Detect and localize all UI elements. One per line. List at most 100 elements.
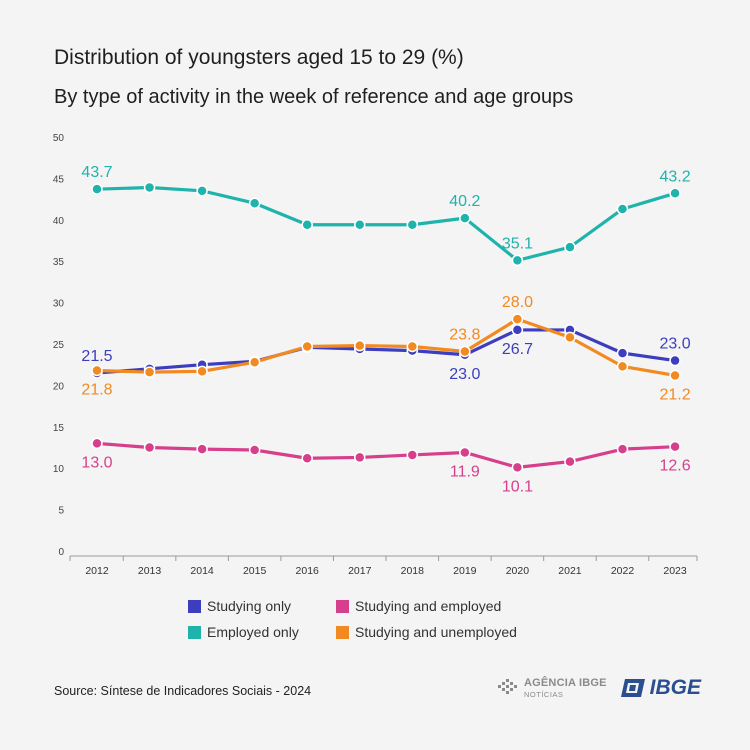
data-point-studying-and-unemployed xyxy=(248,356,261,368)
y-tick-label: 20 xyxy=(53,381,65,392)
legend-item-studying-and-employed: Studying and employed xyxy=(336,598,501,614)
data-point-studying-and-employed xyxy=(248,444,261,456)
data-point-studying-and-employed xyxy=(143,441,156,454)
agencia-subtitle: NOTÍCIAS xyxy=(524,689,564,699)
agencia-ibge-logo: AGÊNCIA IBGE NOTÍCIAS xyxy=(498,676,607,699)
legend-label: Studying and employed xyxy=(355,598,502,614)
legend-item-studying-and-unemployed: Studying and unemployed xyxy=(336,624,517,640)
data-point-studying-and-unemployed xyxy=(196,365,208,378)
y-tick-label: 15 xyxy=(53,423,65,434)
chart-title: Distribution of youngsters aged 15 to 29… xyxy=(54,46,464,69)
data-label-studying-and-employed: 11.9 xyxy=(450,463,480,480)
data-point-employed-only xyxy=(354,219,366,231)
x-tick-label: 2012 xyxy=(85,565,109,577)
legend-item-studying-only: Studying only xyxy=(188,598,291,614)
data-label-employed-only: 40.2 xyxy=(449,193,480,210)
data-point-employed-only xyxy=(196,185,208,197)
data-point-employed-only xyxy=(616,203,629,215)
data-point-studying-and-unemployed xyxy=(669,369,681,382)
series-line-studying-and-unemployed xyxy=(95,317,677,378)
y-tick-label: 0 xyxy=(58,547,64,558)
data-label-studying-and-employed: 10.1 xyxy=(502,478,533,495)
data-point-studying-and-employed xyxy=(669,440,681,453)
data-point-studying-and-unemployed xyxy=(511,313,524,325)
legend-item-employed-only: Employed only xyxy=(188,624,299,640)
data-point-studying-only xyxy=(616,347,629,359)
chart-legend: Studying only Studying and employed Empl… xyxy=(188,598,548,644)
data-point-studying-and-unemployed xyxy=(406,340,419,353)
y-tick-label: 30 xyxy=(53,299,65,310)
x-tick-label: 2019 xyxy=(453,565,477,577)
x-tick-label: 2016 xyxy=(296,565,320,577)
legend-label: Employed only xyxy=(207,624,299,640)
x-tick-label: 2017 xyxy=(348,565,372,577)
data-point-studying-and-employed xyxy=(406,449,419,461)
x-tick-label: 2013 xyxy=(138,565,162,577)
x-tick-label: 2020 xyxy=(506,565,530,577)
x-tick-label: 2018 xyxy=(401,565,425,577)
legend-swatch xyxy=(336,599,349,613)
data-label-employed-only: 35.1 xyxy=(502,235,533,252)
data-label-studying-only: 21.5 xyxy=(81,348,112,365)
data-point-studying-and-employed xyxy=(459,446,471,459)
y-tick-label: 35 xyxy=(53,257,65,268)
ibge-wordmark: IBGE xyxy=(649,676,702,699)
data-point-employed-only xyxy=(91,183,103,195)
data-point-studying-and-unemployed xyxy=(459,345,471,358)
legend-swatch xyxy=(188,625,201,639)
chart-subtitle: By type of activity in the week of refer… xyxy=(54,86,574,108)
data-label-studying-and-unemployed: 28.0 xyxy=(502,294,533,311)
x-tick-label: 2021 xyxy=(558,565,582,577)
data-label-studying-and-unemployed: 21.2 xyxy=(659,386,690,403)
data-label-studying-and-unemployed: 21.8 xyxy=(81,381,112,398)
data-point-studying-and-unemployed xyxy=(564,331,576,344)
data-point-studying-and-unemployed xyxy=(616,360,629,373)
agencia-mark-icon xyxy=(498,679,517,694)
data-point-studying-and-employed xyxy=(354,451,366,464)
footer-logos: AGÊNCIA IBGE NOTÍCIAS IBGE xyxy=(498,676,701,700)
data-point-studying-and-employed xyxy=(91,437,103,450)
data-point-employed-only xyxy=(511,254,524,267)
y-tick-label: 25 xyxy=(53,340,65,351)
data-point-studying-only xyxy=(511,324,524,336)
ibge-logo: IBGE xyxy=(619,676,701,700)
y-tick-label: 5 xyxy=(58,506,64,517)
y-tick-label: 50 xyxy=(53,133,65,144)
data-label-studying-and-unemployed: 23.8 xyxy=(449,326,480,343)
data-point-employed-only xyxy=(143,181,156,194)
data-point-employed-only xyxy=(301,219,313,231)
data-point-studying-and-employed xyxy=(511,461,524,474)
data-label-studying-and-employed: 13.0 xyxy=(81,454,112,471)
data-point-employed-only xyxy=(669,187,681,200)
data-point-studying-and-unemployed xyxy=(301,340,313,353)
data-label-employed-only: 43.7 xyxy=(81,164,112,181)
series-line-studying-only xyxy=(95,328,677,375)
data-point-employed-only xyxy=(564,241,576,253)
legend-label: Studying only xyxy=(207,598,292,614)
data-label-studying-only: 26.7 xyxy=(502,341,533,358)
data-label-studying-and-employed: 12.6 xyxy=(659,458,690,475)
data-point-studying-and-unemployed xyxy=(143,366,156,378)
data-point-studying-and-employed xyxy=(564,455,576,468)
x-tick-label: 2023 xyxy=(663,565,687,577)
data-point-studying-and-employed xyxy=(301,452,313,465)
data-point-studying-and-employed xyxy=(616,443,629,455)
x-tick-label: 2014 xyxy=(190,565,214,577)
x-tick-label: 2022 xyxy=(611,565,635,577)
series-line-employed-only xyxy=(95,185,677,262)
data-label-employed-only: 43.2 xyxy=(659,168,690,185)
y-tick-label: 10 xyxy=(53,464,65,475)
series-line-studying-and-employed xyxy=(95,441,677,469)
data-point-employed-only xyxy=(248,197,261,209)
agencia-name: AGÊNCIA IBGE xyxy=(524,676,607,689)
data-point-studying-only xyxy=(669,354,681,367)
data-point-employed-only xyxy=(406,219,419,231)
x-tick-label: 2015 xyxy=(243,565,267,577)
data-point-studying-and-unemployed xyxy=(91,364,103,377)
data-point-studying-and-employed xyxy=(196,443,208,455)
legend-swatch xyxy=(188,599,201,613)
legend-swatch xyxy=(336,625,349,639)
source-note: Source: Síntese de Indicadores Sociais -… xyxy=(54,684,312,698)
legend-label: Studying and unemployed xyxy=(355,624,517,640)
